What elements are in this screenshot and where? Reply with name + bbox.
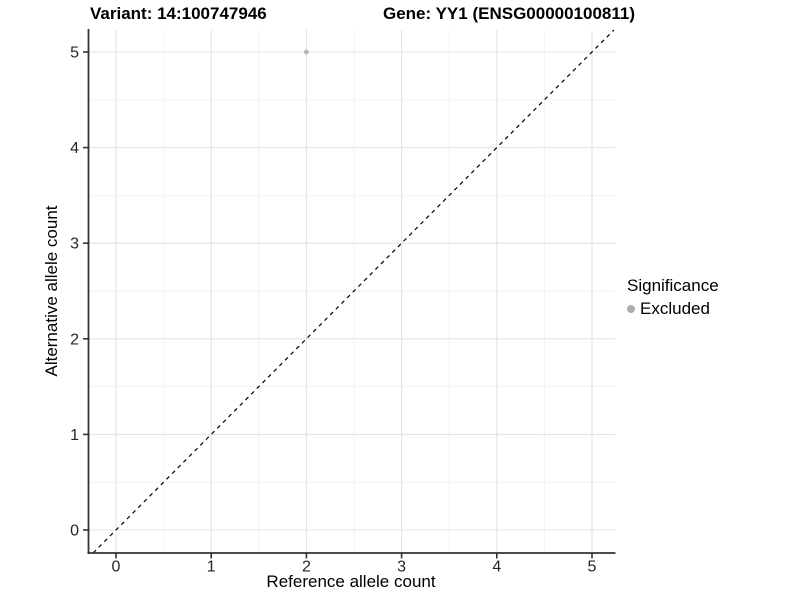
legend-point-icon [627, 305, 635, 313]
plot-title-gene: Gene: YY1 (ENSG00000100811) [383, 4, 636, 23]
x-tick-label: 5 [588, 559, 597, 576]
identity-line [92, 29, 615, 554]
x-tick-label: 1 [207, 559, 216, 576]
x-tick-label: 4 [492, 559, 501, 576]
axis-ticks [83, 51, 593, 559]
x-tick-label: 3 [397, 559, 406, 576]
legend-entry-excluded: Excluded [627, 299, 719, 319]
axis-tick-labels: 0 1 2 3 4 5 0 1 2 3 4 5 [70, 45, 596, 576]
legend: Significance Excluded [627, 276, 719, 319]
y-tick-label: 0 [70, 523, 79, 540]
legend-title: Significance [627, 276, 719, 295]
x-tick-label: 0 [112, 559, 121, 576]
y-tick-label: 1 [70, 427, 79, 444]
y-tick-label: 2 [70, 331, 79, 348]
y-tick-label: 4 [70, 140, 79, 157]
grid-minor [88, 30, 616, 553]
data-points [304, 49, 309, 55]
plot-title-variant: Variant: 14:100747946 [90, 4, 267, 23]
y-tick-label: 3 [70, 236, 79, 253]
data-point [304, 49, 309, 55]
y-axis-label: Alternative allele count [42, 205, 61, 377]
grid-major [88, 30, 616, 553]
legend-entry-label: Excluded [640, 299, 710, 318]
x-tick-label: 2 [302, 559, 311, 576]
x-axis-label: Reference allele count [266, 572, 436, 591]
y-tick-label: 5 [70, 45, 79, 62]
